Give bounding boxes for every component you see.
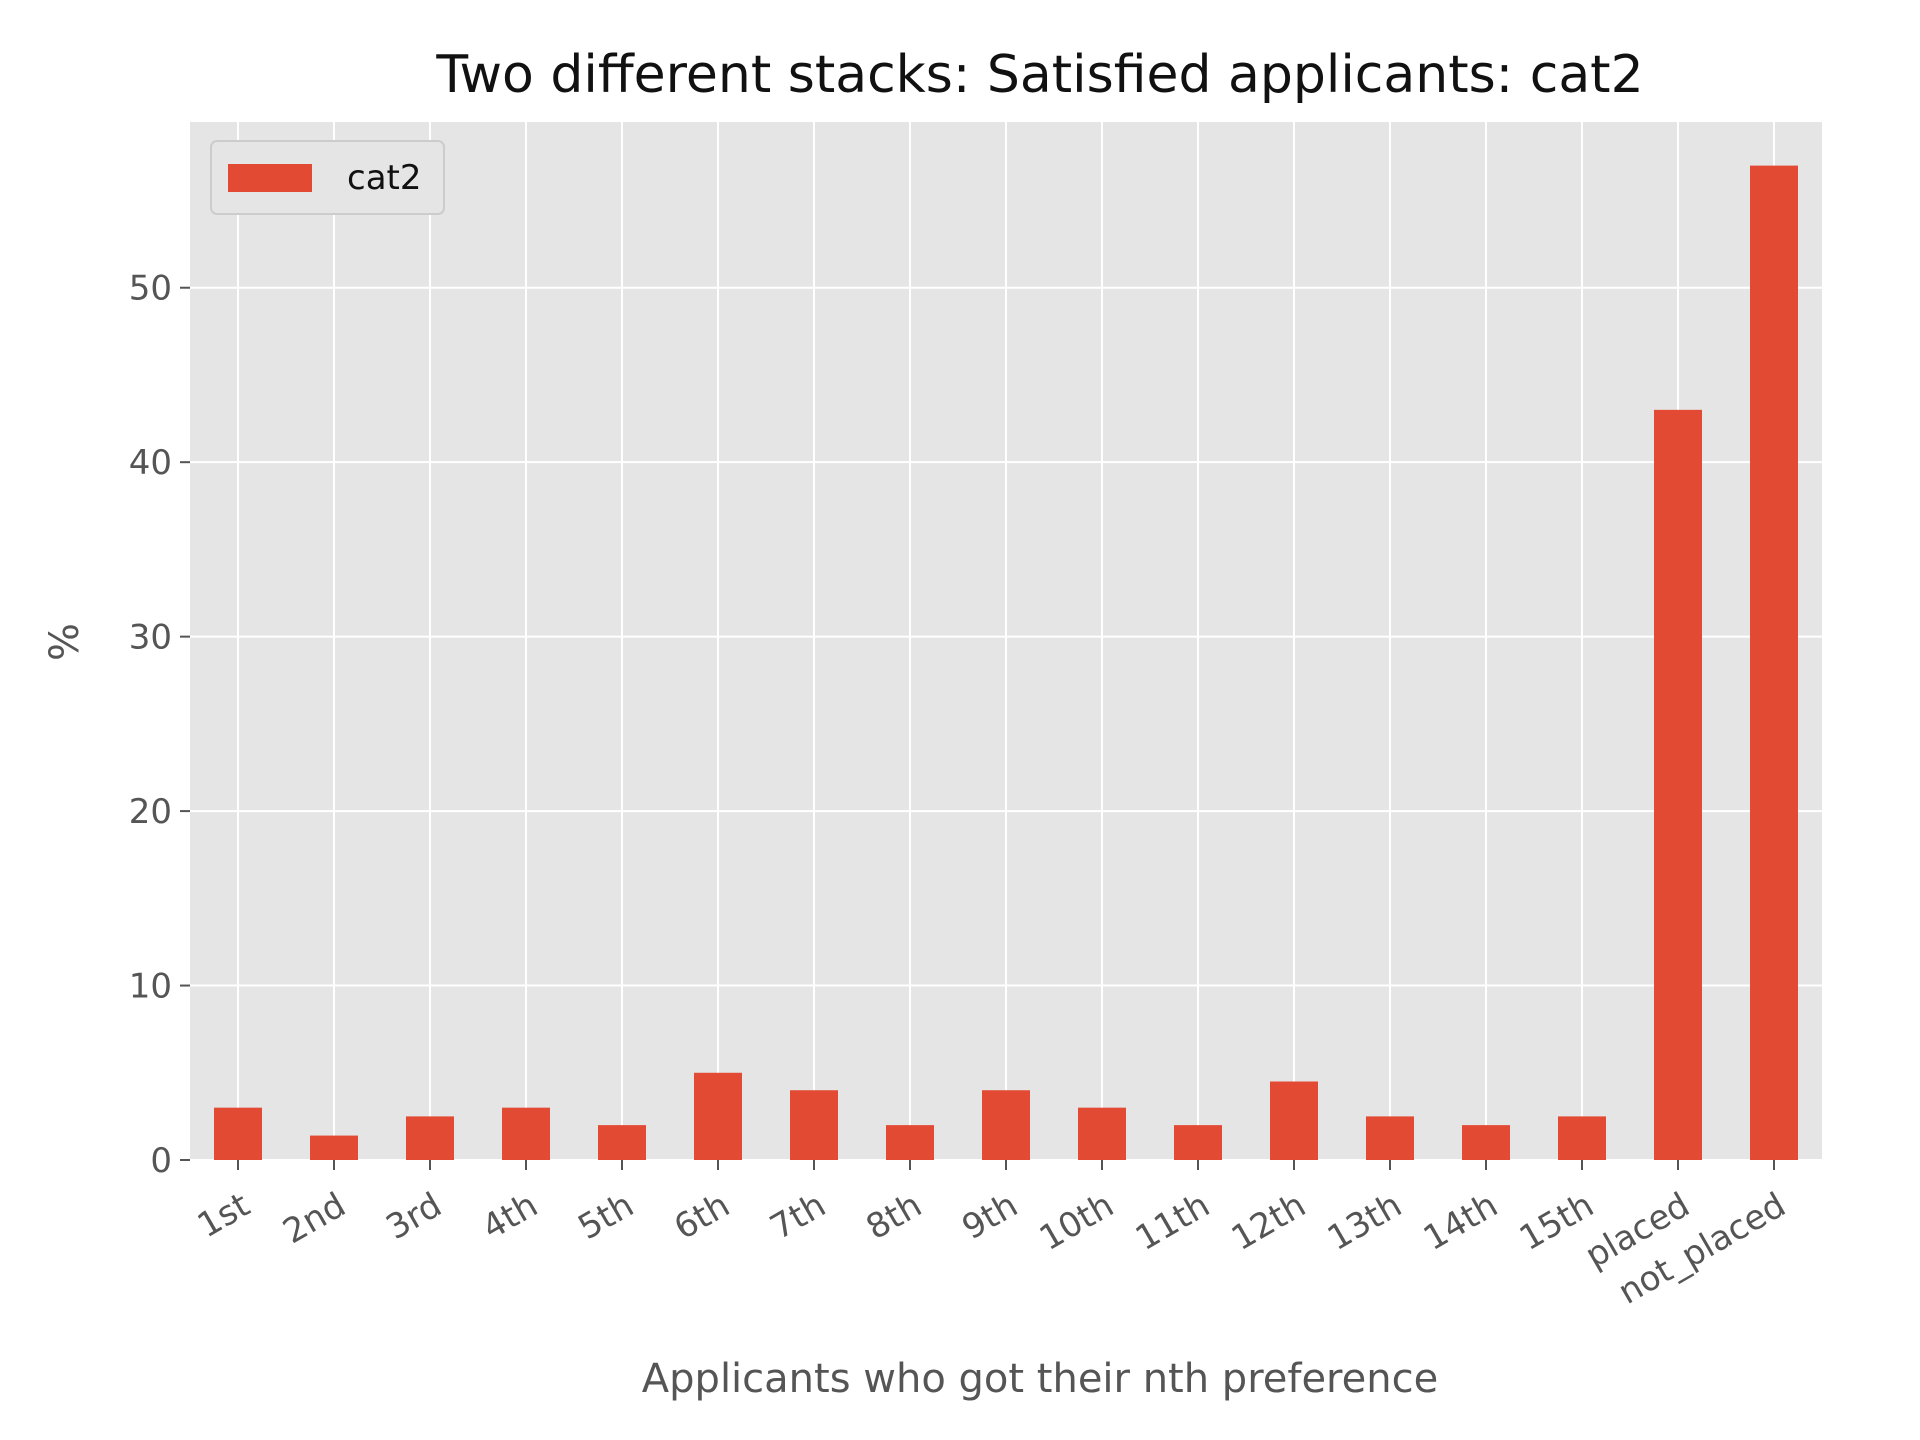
bar-1st (214, 1107, 262, 1160)
bar-14th (1462, 1125, 1510, 1160)
legend-swatch (228, 164, 312, 192)
bar-10th (1078, 1107, 1126, 1160)
bar-9th (982, 1090, 1030, 1160)
bar-not_placed (1750, 165, 1798, 1160)
legend: cat2 (210, 140, 445, 215)
bar-placed (1654, 409, 1702, 1160)
y-tick-label: 30 (129, 618, 172, 658)
y-tick-label: 40 (129, 443, 172, 483)
y-tick-label: 0 (150, 1141, 172, 1181)
x-tick-label: 9th (956, 1185, 1025, 1248)
bar-13th (1366, 1116, 1414, 1160)
x-tick-label: 13th (1321, 1185, 1409, 1259)
x-tick-label: 8th (860, 1185, 929, 1248)
legend-box (210, 140, 445, 215)
x-tick-label: 10th (1033, 1185, 1121, 1259)
x-tick-label: 12th (1225, 1185, 1313, 1259)
x-tick-label: 5th (572, 1185, 641, 1248)
x-tick-label: 6th (668, 1185, 737, 1248)
x-tick-label: 1st (191, 1185, 257, 1246)
bar-11th (1174, 1125, 1222, 1160)
bar-6th (694, 1072, 742, 1160)
bar-15th (1558, 1116, 1606, 1160)
x-axis-ticks: 1st 2nd 3rd 4th 5th 6th 7th 8th 9th 10th 11th 12th 1… (191, 1160, 1793, 1313)
y-axis-ticks: 0 10 20 30 40 50 (129, 269, 190, 1181)
bar-8th (886, 1125, 934, 1160)
x-tick-label: 2nd (276, 1185, 352, 1252)
x-tick-label: 4th (476, 1185, 545, 1248)
y-tick-label: 20 (129, 792, 172, 832)
bar-5th (598, 1125, 646, 1160)
bar-2nd (310, 1135, 358, 1160)
y-tick-label: 10 (129, 967, 172, 1007)
bars (214, 165, 1798, 1160)
bar-12th (1270, 1081, 1318, 1160)
x-axis-label: Applicants who got their nth preference (642, 1356, 1438, 1402)
chart-title: Two different stacks: Satisfied applican… (435, 45, 1643, 105)
x-tick-label: 11th (1129, 1185, 1217, 1259)
y-tick-label: 50 (129, 269, 172, 309)
x-tick-label: 14th (1417, 1185, 1505, 1259)
bar-4th (502, 1107, 550, 1160)
legend-label: cat2 (347, 158, 422, 198)
x-tick-label: 7th (764, 1185, 833, 1248)
x-tick-label: 3rd (379, 1185, 448, 1248)
bar-3rd (406, 1116, 454, 1160)
y-axis-label: % (42, 623, 88, 661)
bar-7th (790, 1090, 838, 1160)
